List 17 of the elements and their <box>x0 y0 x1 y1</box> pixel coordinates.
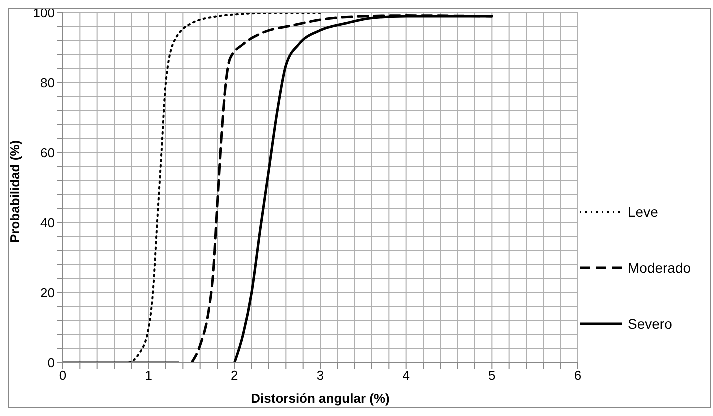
x-tick-label: 3 <box>316 368 324 384</box>
y-tick-label: 60 <box>40 146 55 161</box>
legend-label: Moderado <box>628 260 692 276</box>
x-axis-title: Distorsión angular (%) <box>251 391 390 406</box>
y-tick-label: 0 <box>48 356 55 371</box>
legend-label: Severo <box>628 316 672 332</box>
x-tick-label: 1 <box>145 368 152 384</box>
x-tick-label: 4 <box>402 368 410 384</box>
x-tick-label: 0 <box>59 368 67 384</box>
y-axis-title: Probabilidad (%) <box>8 140 23 243</box>
x-tick-label: 6 <box>574 368 582 384</box>
y-tick-label: 20 <box>40 286 55 301</box>
legend-label: Leve <box>628 204 658 220</box>
y-tick-label: 40 <box>40 216 55 231</box>
y-tick-label: 80 <box>40 76 55 91</box>
x-tick-label: 5 <box>488 368 496 384</box>
x-tick-label: 2 <box>231 368 238 384</box>
